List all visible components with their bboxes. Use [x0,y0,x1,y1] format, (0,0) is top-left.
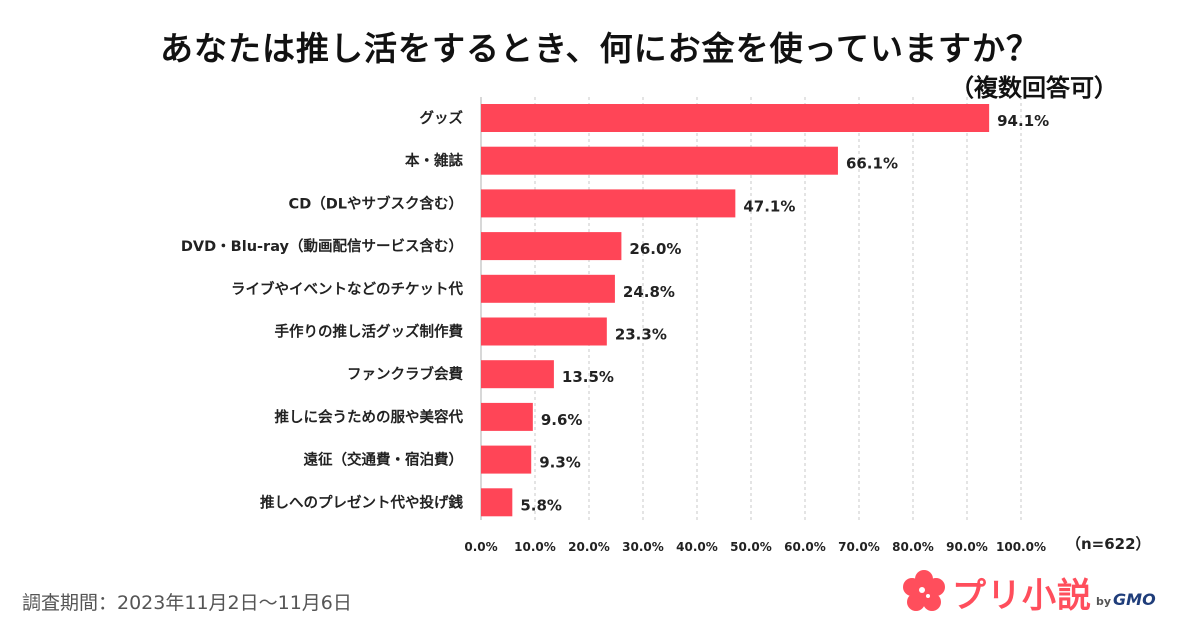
x-tick-label: 10.0% [514,540,556,554]
category-label: 推しに会うための服や美容代 [275,408,464,426]
data-label: 26.0% [629,240,681,258]
bar [481,274,615,303]
category-label: 本・雑誌 [405,152,463,170]
x-tick-label: 30.0% [622,540,664,554]
category-label: ファンクラブ会費 [347,365,463,383]
brand-by: by [1096,594,1112,608]
data-label: 24.8% [623,283,675,301]
bar [481,146,838,175]
bar [481,488,513,517]
data-label: 13.5% [562,368,614,386]
x-tick-label: 80.0% [892,540,934,554]
bar [481,445,532,474]
sample-size-note: （n=622） [1066,535,1151,553]
category-label: ライブやイベントなどのチケット代 [231,280,463,298]
flower-logo-icon [903,570,945,611]
chart-subtitle: （複数回答可） [950,74,1118,102]
bar [481,189,736,218]
x-tick-label: 20.0% [568,540,610,554]
data-label: 9.3% [539,454,581,472]
bar [481,402,533,431]
bar [481,104,990,132]
chart-title: あなたは推し活をするとき、何にお金を使っていますか？ [159,29,1041,68]
data-label: 9.6% [541,411,583,429]
x-tick-label: 100.0% [996,540,1046,554]
category-label: CD（DLやサブスク含む） [289,194,463,212]
brand-logo: プリ小説 by GMO [902,566,1156,618]
bar [481,317,607,346]
survey-period: 調査期間：2023年11月2日～11月6日 [22,592,352,614]
x-tick-label: 0.0% [464,540,497,554]
x-tick-label: 50.0% [730,540,772,554]
x-tick-label: 60.0% [784,540,826,554]
data-label: 66.1% [846,155,898,173]
category-label: 遠征（交通費・宿泊費） [304,451,464,469]
data-label: 94.1% [997,112,1049,130]
category-label: DVD・Blu-ray（動画配信サービス含む） [181,237,463,255]
x-tick-label: 70.0% [838,540,880,554]
bar [481,232,622,261]
category-label: 手作りの推し活グッズ制作費 [275,323,464,341]
brand-company: GMO [1113,589,1156,609]
category-label: グッズ [420,109,464,127]
bar [481,360,554,389]
data-label: 47.1% [743,197,795,215]
category-label: 推しへのプレゼント代や投げ銭 [260,493,463,511]
data-label: 23.3% [615,326,667,344]
x-tick-label: 40.0% [676,540,718,554]
x-tick-label: 90.0% [946,540,988,554]
data-label: 5.8% [520,496,562,514]
brand-name: プリ小説 [952,575,1092,616]
